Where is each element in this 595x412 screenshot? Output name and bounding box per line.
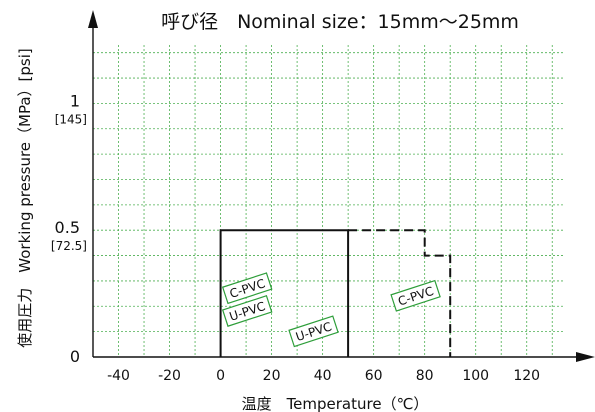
x-axis-arrow: [576, 352, 595, 362]
series-line-u-pvc: [219, 229, 350, 357]
x-tick-label: -40: [107, 368, 130, 384]
y-axis-arrow: [88, 10, 98, 28]
x-tick-label: 60: [365, 368, 383, 384]
series-line-c-pvc: [348, 229, 452, 357]
annotation-tag-box: [390, 279, 441, 312]
y-tick-sublabel: [72.5]: [51, 239, 87, 253]
chart-title: 呼び径 Nominal size：15mm～25mm: [161, 11, 519, 33]
y-tick-label: 0.5: [55, 218, 80, 237]
x-tick-label: 80: [416, 368, 434, 384]
y-axis-label: 使用圧力 Working pressure（MPa）[psi]: [16, 48, 34, 347]
y-tick-sublabel: [145]: [55, 112, 87, 126]
annotation-tag: U-PVC: [288, 315, 339, 348]
y-tick-label: 0: [70, 347, 80, 366]
x-tick-label: 0: [216, 368, 225, 384]
annotation-tag: C-PVC: [390, 279, 441, 312]
annotation-tag-box: [221, 272, 273, 305]
x-tick-label: 120: [513, 368, 540, 384]
annotation-tag-box: [221, 295, 273, 327]
x-tick-label: 40: [314, 368, 332, 384]
annotation-tag-box: [288, 315, 339, 348]
x-tick-label: 20: [263, 368, 281, 384]
x-axis-label: 温度 Temperature（℃）: [242, 395, 429, 412]
x-tick-label: 100: [462, 368, 489, 384]
x-tick-label: -20: [158, 368, 181, 384]
y-tick-label: 1: [70, 91, 80, 110]
